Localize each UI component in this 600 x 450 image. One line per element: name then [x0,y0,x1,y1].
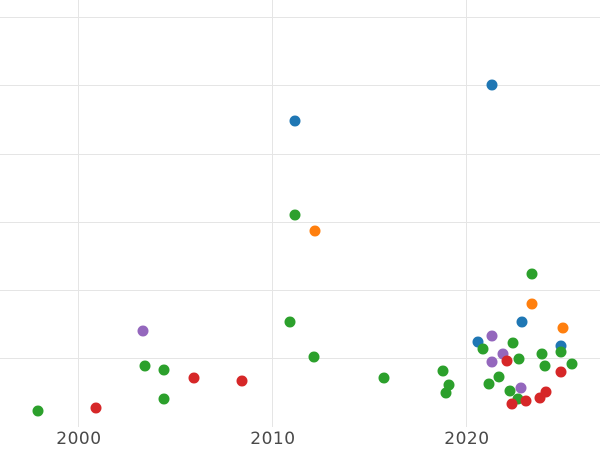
scatter-point-green [536,348,548,360]
vertical-gridline [78,0,80,427]
scatter-point-green [139,360,151,372]
x-tick-label-2000: 2000 [56,429,102,449]
scatter-point-blue [516,316,528,328]
x-tick-label-2020: 2020 [444,429,490,449]
scatter-point-green [513,353,525,365]
scatter-point-green [308,351,320,363]
scatter-point-red [506,398,518,410]
horizontal-gridline [0,17,600,19]
scatter-point-red [555,366,567,378]
horizontal-gridline [0,153,600,155]
scatter-point-orange [557,322,569,334]
scatter-point-blue [289,115,301,127]
horizontal-gridline [0,358,600,360]
scatter-point-purple [137,325,149,337]
scatter-point-green [526,268,538,280]
scatter-point-blue [486,79,498,91]
scatter-point-green [437,365,449,377]
scatter-point-orange [309,225,321,237]
scatter-point-red [90,402,102,414]
scatter-point-purple [515,382,527,394]
scatter-point-purple [497,348,509,360]
scatter-point-green [493,371,505,383]
scatter-point-blue [555,340,567,352]
scatter-point-blue [472,336,484,348]
scatter-point-green [555,346,567,358]
scatter-point-green [32,405,44,417]
x-tick-label-2010: 2010 [250,429,296,449]
scatter-point-red [188,372,200,384]
scatter-point-green [158,393,170,405]
scatter-point-green [378,372,390,384]
horizontal-gridline [0,85,600,87]
scatter-point-green [440,387,452,399]
vertical-gridline [272,0,274,427]
scatter-point-green [477,343,489,355]
scatter-point-green [483,378,495,390]
scatter-point-purple [486,330,498,342]
scatter-point-red [501,355,513,367]
scatter-point-red [534,392,546,404]
horizontal-gridline [0,221,600,223]
scatter-point-green [289,209,301,221]
scatter-point-green [443,379,455,391]
scatter-point-green [504,385,516,397]
scatter-point-red [540,386,552,398]
scatter-point-green [539,360,551,372]
scatter-point-green [566,358,578,370]
scatter-point-orange [526,298,538,310]
scatter-point-red [236,375,248,387]
scatter-point-red [520,395,532,407]
plot-area [0,0,600,427]
vertical-gridline [466,0,468,427]
scatter-point-green [284,316,296,328]
horizontal-gridline [0,290,600,292]
scatter-point-purple [486,356,498,368]
scatter-point-green [507,337,519,349]
x-axis: 2000 2010 2020 [0,427,600,450]
scatter-point-green [158,364,170,376]
scatter-point-green [512,393,524,405]
